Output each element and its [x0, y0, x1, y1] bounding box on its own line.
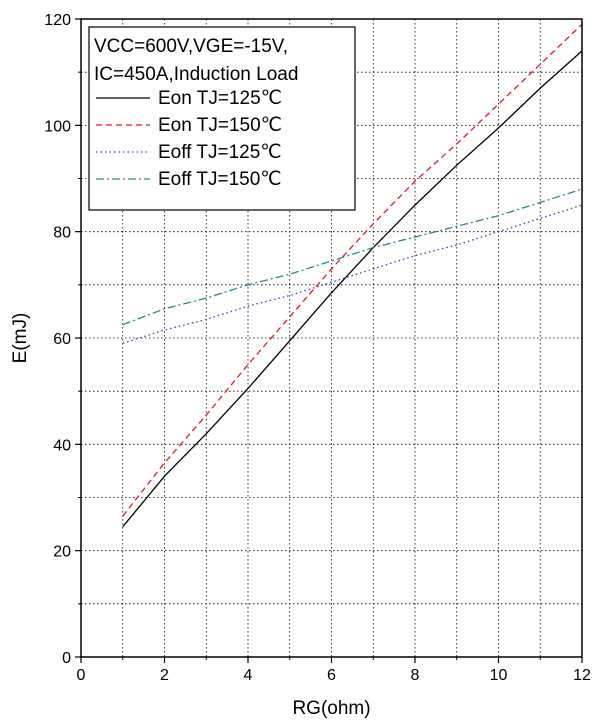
x-tick-label: 0 — [77, 667, 86, 684]
y-tick-label: 100 — [44, 118, 71, 135]
legend-label-3: Eoff TJ=125℃ — [158, 142, 282, 163]
y-tick-label: 0 — [62, 650, 71, 667]
y-tick-label: 60 — [53, 331, 71, 348]
legend-entries: Eon TJ=125℃ Eon TJ=150℃ Eoff TJ=125℃ Eoff T… — [96, 88, 282, 190]
x-tick-label: 4 — [244, 667, 253, 684]
legend: VCC=600V,VGE=-15V, IC=450A,Induction Loa… — [88, 26, 356, 211]
legend-header-line-1: VCC=600V,VGE=-15V, — [94, 36, 288, 57]
x-axis-title: RG(ohm) — [292, 698, 370, 719]
y-axis-title: E(mJ) — [10, 313, 31, 364]
series-group — [122, 23, 583, 528]
legend-label-1: Eon TJ=125℃ — [158, 88, 282, 109]
y-tick-label: 120 — [44, 12, 71, 29]
series-line-3 — [122, 204, 583, 344]
y-tick-label: 80 — [53, 225, 71, 242]
x-tick-label: 12 — [573, 667, 591, 684]
series-line-1 — [122, 50, 583, 528]
series-line-2 — [122, 23, 583, 517]
x-tick-label: 6 — [327, 667, 336, 684]
series-line-4 — [122, 188, 583, 326]
y-tick-label: 40 — [53, 437, 71, 454]
x-tick-label: 2 — [160, 667, 169, 684]
x-tick-label: 10 — [490, 667, 508, 684]
legend-label-2: Eon TJ=150℃ — [158, 115, 282, 136]
legend-header-line-2: IC=450A,Induction Load — [94, 64, 298, 85]
y-tick-label: 20 — [53, 544, 71, 561]
legend-label-4: Eoff TJ=150℃ — [158, 169, 282, 190]
x-tick-label: 8 — [411, 667, 420, 684]
